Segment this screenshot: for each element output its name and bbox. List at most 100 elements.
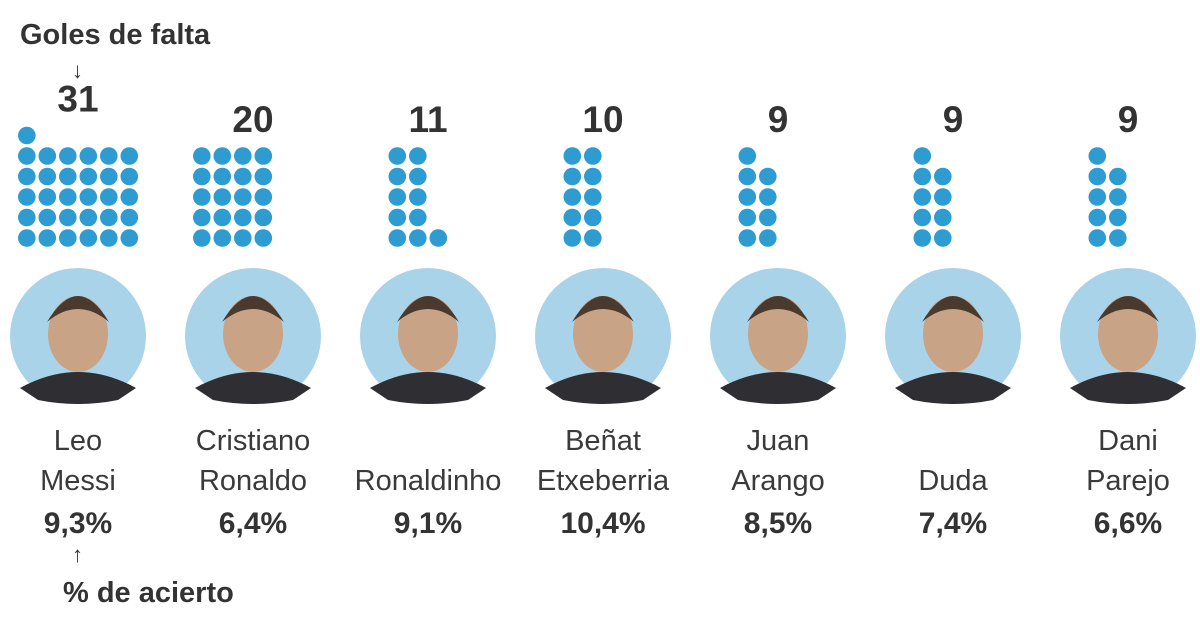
goal-dot [120, 208, 139, 227]
goal-dot [254, 167, 273, 186]
goal-dot [934, 188, 952, 206]
goal-dot [193, 188, 211, 206]
goal-dot [59, 208, 77, 227]
goal-dot [934, 229, 952, 247]
player-shirt-icon [195, 372, 311, 404]
goal-dot [18, 229, 36, 247]
player-hair-icon [222, 296, 284, 322]
goal-dot [18, 126, 36, 145]
player-face-icon [748, 296, 808, 372]
goal-dot [213, 188, 232, 206]
accuracy-rate-label: 10,4% [560, 507, 645, 540]
goal-count-label: 9 [768, 99, 789, 140]
goal-dot [759, 167, 777, 186]
goal-dot [913, 167, 932, 186]
player-hair-icon [397, 296, 459, 322]
goal-dot [193, 147, 211, 165]
goal-dot [234, 208, 252, 227]
goal-dot [563, 229, 582, 247]
goal-dot [584, 188, 602, 206]
goal-dot [193, 167, 211, 186]
player-hair-icon [1097, 296, 1159, 322]
goal-dot [584, 167, 602, 186]
player-shirt-icon [20, 372, 136, 404]
goal-dot [584, 147, 602, 165]
player-name-label: Arango [731, 465, 825, 497]
goal-dot [738, 229, 757, 247]
goal-dot [38, 188, 57, 206]
accuracy-rate-label: 9,3% [44, 507, 112, 540]
goal-dot [100, 147, 118, 165]
player-face-icon [398, 296, 458, 372]
player-shirt-icon [370, 372, 486, 404]
player-face-icon [923, 296, 983, 372]
goal-dot [59, 229, 77, 247]
goal-dot [193, 208, 211, 227]
goal-dot [1088, 208, 1107, 227]
accuracy-rate-label: 6,6% [1094, 507, 1162, 540]
player-shirt-icon [1070, 372, 1186, 404]
goal-dot [1109, 229, 1127, 247]
player-name-label: Ronaldinho [355, 465, 502, 497]
player-name-label: Ronaldo [199, 465, 307, 497]
goal-dot [79, 229, 98, 247]
goal-dot [388, 188, 407, 206]
goal-dot [409, 229, 427, 247]
player-face-icon [48, 296, 108, 372]
goal-dot [79, 167, 98, 186]
goal-dot [429, 229, 448, 247]
goal-dot [1088, 188, 1107, 206]
goal-dot [234, 167, 252, 186]
accuracy-rate-label: 7,4% [919, 507, 987, 540]
goal-dot [563, 188, 582, 206]
player-face-icon [223, 296, 283, 372]
goal-count-label: 10 [582, 99, 623, 140]
goals-annotation-arrow: ↓ [72, 58, 83, 83]
goal-dot [213, 147, 232, 165]
player-name-label: Juan [747, 425, 810, 457]
goal-dot [254, 188, 273, 206]
goal-dot [18, 188, 36, 206]
goal-dot [59, 188, 77, 206]
goal-count-label: 9 [1118, 99, 1139, 140]
player-name-label: Leo [54, 425, 102, 457]
accuracy-rate-label: 9,1% [394, 507, 462, 540]
goal-dot [388, 208, 407, 227]
goal-count-label: 11 [408, 99, 447, 140]
player-name-label: Cristiano [196, 425, 310, 457]
goal-dot [79, 147, 98, 165]
player-name-label: Parejo [1086, 465, 1170, 497]
goal-dot [100, 188, 118, 206]
goal-dot [254, 229, 273, 247]
player-shirt-icon [545, 372, 661, 404]
player-name-label: Dani [1098, 425, 1158, 457]
goal-dot [213, 229, 232, 247]
player-hair-icon [572, 296, 634, 322]
rate-annotation-arrow: ↑ [72, 542, 83, 567]
player-face-icon [573, 296, 633, 372]
player-name-label: Etxeberria [537, 465, 670, 497]
player-name-label: Beñat [565, 425, 641, 457]
goal-dot [409, 147, 427, 165]
goal-dot [100, 167, 118, 186]
goal-count-label: 9 [943, 99, 964, 140]
goal-count-label: 20 [232, 99, 273, 140]
goal-dot [759, 208, 777, 227]
player-face-icon [1098, 296, 1158, 372]
accuracy-rate-label: 6,4% [219, 507, 287, 540]
goal-dot [738, 147, 757, 165]
goal-dot [409, 167, 427, 186]
goal-dot [234, 188, 252, 206]
goal-dot [100, 208, 118, 227]
goal-dot [409, 208, 427, 227]
player-name-label: Duda [918, 465, 988, 497]
goal-dot [59, 147, 77, 165]
goal-dot [1088, 167, 1107, 186]
goal-dot [1088, 229, 1107, 247]
goal-dot [913, 229, 932, 247]
goal-dot [254, 147, 273, 165]
goal-dot [913, 147, 932, 165]
goal-dot [563, 208, 582, 227]
player-name-label: Messi [40, 465, 116, 497]
